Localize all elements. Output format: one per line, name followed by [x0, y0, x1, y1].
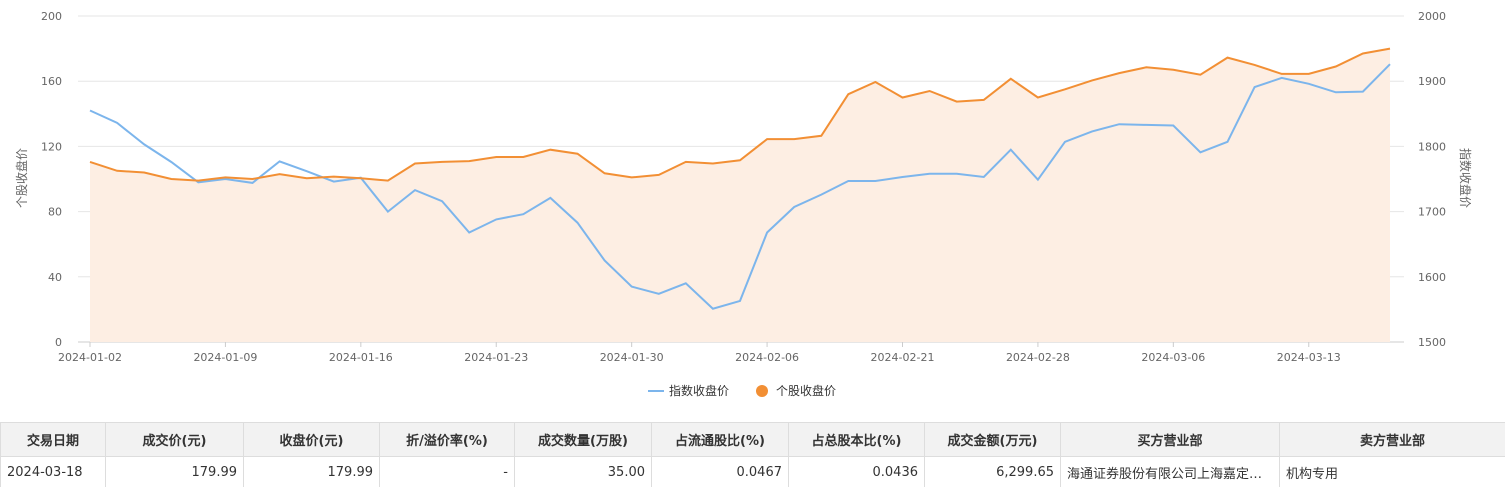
y-left-tick-label: 40 [48, 271, 62, 284]
header-float-ratio[interactable]: 占流通股比(%) [651, 422, 789, 457]
x-tick-label: 2024-01-23 [464, 351, 528, 364]
index-close-line [89, 63, 1391, 310]
cell-amount: 6,299.65 [924, 456, 1061, 487]
legend-label-stock: 个股收盘价 [776, 383, 836, 398]
header-trade-date[interactable]: 交易日期 [0, 422, 106, 457]
header-premium-rate[interactable]: 折/溢价率(%) [379, 422, 515, 457]
dual-axis-line-chart: 0 40 80 120 160 200 1500 1600 1700 1800 1900 2000 20… [14, 10, 1473, 398]
legend-label-index: 指数收盘价 [669, 383, 729, 398]
cell-premium-rate: - [379, 456, 515, 487]
cell-buyer[interactable]: 海通证券股份有限公司上海嘉定区... [1060, 456, 1280, 487]
series-lines [89, 47, 1391, 310]
y-right-tick-label: 1900 [1418, 75, 1446, 88]
axes: 0 40 80 120 160 200 1500 1600 1700 1800 1900 2000 20… [41, 10, 1446, 364]
block-trade-table: 交易日期 成交价(元) 收盘价(元) 折/溢价率(%) 成交数量(万股) 占流通… [0, 422, 1505, 487]
legend-item-index[interactable]: 指数收盘价 [648, 383, 729, 398]
y-axis-right-title: 指数收盘价 [1458, 148, 1473, 208]
header-buyer[interactable]: 买方营业部 [1060, 422, 1280, 457]
y-left-tick-label: 160 [41, 75, 62, 88]
chart-area: 0 40 80 120 160 200 1500 1600 1700 1800 1900 2000 20… [14, 10, 1473, 398]
cell-volume: 35.00 [514, 456, 652, 487]
x-tick-label: 2024-02-21 [871, 351, 935, 364]
x-tick-label: 2024-01-09 [193, 351, 257, 364]
header-volume[interactable]: 成交数量(万股) [514, 422, 652, 457]
y-right-tick-label: 1600 [1418, 271, 1446, 284]
stock-area-fill [90, 48, 1390, 342]
y-right-tick-label: 1800 [1418, 140, 1446, 153]
table-row: 2024-03-18 179.99 179.99 - 35.00 0.0467 … [0, 456, 1505, 487]
cell-close-price: 179.99 [243, 456, 380, 487]
cell-seller[interactable]: 机构专用 [1279, 456, 1505, 487]
block-trade-table-container: 交易日期 成交价(元) 收盘价(元) 折/溢价率(%) 成交数量(万股) 占流通… [0, 422, 1505, 487]
header-amount[interactable]: 成交金额(万元) [924, 422, 1061, 457]
x-tick-label: 2024-02-28 [1006, 351, 1070, 364]
y-left-tick-label: 120 [41, 140, 62, 153]
legend-swatch-stock [756, 385, 768, 397]
legend[interactable]: 指数收盘价 个股收盘价 [648, 383, 836, 398]
cell-total-ratio: 0.0436 [788, 456, 925, 487]
stock-close-line [89, 47, 1391, 182]
y-axis-left-title: 个股收盘价 [14, 148, 29, 208]
y-right-tick-label: 1700 [1418, 206, 1446, 219]
header-trade-price[interactable]: 成交价(元) [105, 422, 244, 457]
x-tick-label: 2024-03-13 [1277, 351, 1341, 364]
header-seller[interactable]: 卖方营业部 [1279, 422, 1505, 457]
y-left-tick-label: 80 [48, 206, 62, 219]
y-right-tick-label: 1500 [1418, 336, 1446, 349]
x-tick-label: 2024-01-02 [58, 351, 122, 364]
table-header-row: 交易日期 成交价(元) 收盘价(元) 折/溢价率(%) 成交数量(万股) 占流通… [0, 422, 1505, 457]
y-left-tick-label: 0 [55, 336, 62, 349]
x-tick-label: 2024-01-30 [600, 351, 664, 364]
cell-float-ratio: 0.0467 [651, 456, 789, 487]
y-left-tick-label: 200 [41, 10, 62, 23]
header-total-ratio[interactable]: 占总股本比(%) [788, 422, 925, 457]
x-tick-label: 2024-03-06 [1141, 351, 1205, 364]
cell-trade-date: 2024-03-18 [0, 456, 106, 487]
legend-item-stock[interactable]: 个股收盘价 [756, 383, 836, 398]
stock-area [90, 48, 1390, 342]
cell-trade-price: 179.99 [105, 456, 244, 487]
x-tick-label: 2024-01-16 [329, 351, 393, 364]
y-right-tick-label: 2000 [1418, 10, 1446, 23]
x-tick-label: 2024-02-06 [735, 351, 799, 364]
header-close-price[interactable]: 收盘价(元) [243, 422, 380, 457]
